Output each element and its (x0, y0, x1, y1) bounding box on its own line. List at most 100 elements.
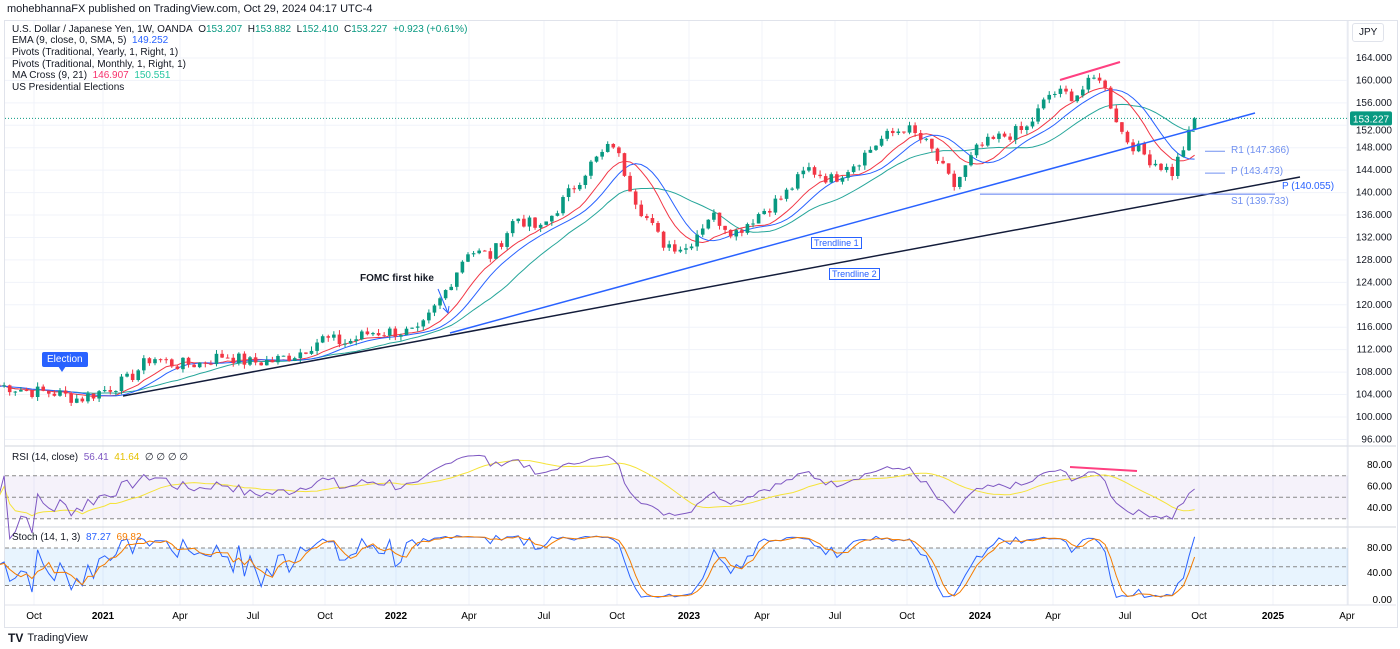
symbol-name[interactable]: U.S. Dollar / Japanese Yen, 1W, OANDA (12, 24, 193, 35)
pivots-monthly-legend[interactable]: Pivots (Traditional, Monthly, 1, Right, … (12, 59, 186, 70)
y-tick-label: 136.000 (1356, 210, 1393, 221)
y-tick-label: 124.000 (1356, 277, 1393, 288)
candle-body (91, 393, 96, 399)
trendline-2-label[interactable]: Trendline 2 (829, 268, 880, 280)
chart-frame[interactable] (4, 20, 1398, 628)
candle-body (1175, 156, 1180, 177)
candle-body (667, 244, 671, 248)
candle-body (790, 188, 794, 190)
election-marker[interactable]: Election (42, 352, 88, 367)
candle-body (343, 343, 347, 345)
o-label: O (198, 24, 206, 35)
candle-body (1047, 94, 1052, 100)
candle-body (231, 357, 236, 364)
candle-body (47, 390, 51, 394)
candle-body (740, 230, 744, 233)
candle-body (958, 176, 962, 187)
candle-body (237, 353, 241, 364)
candle-body (209, 363, 213, 365)
candle-body (902, 131, 906, 133)
candle-body (108, 390, 113, 392)
low-value: 152.410 (302, 24, 339, 35)
tv-logo-icon: TV (8, 631, 24, 645)
pivots-yearly-legend[interactable]: Pivots (Traditional, Yearly, 1, Right, 1… (12, 47, 179, 58)
candle-body (589, 161, 593, 176)
fomc-annotation[interactable]: FOMC first hike (360, 273, 434, 284)
candle-body (410, 327, 414, 329)
trendline-1 (449, 112, 1256, 334)
candle-body (544, 221, 549, 225)
x-tick-label: Jul (538, 611, 551, 622)
candle-body (30, 390, 34, 398)
candle-body (538, 224, 543, 228)
candle-body (1036, 108, 1040, 122)
candle-body (930, 138, 934, 149)
candle-body (935, 148, 940, 161)
rsi-line (0, 454, 1195, 540)
candle-body (1181, 150, 1186, 157)
candle-body (695, 234, 699, 247)
candle-body (298, 352, 303, 359)
candle-body (371, 333, 375, 335)
c-label: C (343, 24, 352, 35)
candle-body (868, 149, 873, 153)
candle-body (874, 145, 878, 150)
x-tick-label: Jul (829, 611, 842, 622)
candle-body (823, 176, 828, 183)
trendline-1-label[interactable]: Trendline 1 (811, 237, 862, 249)
candle-body (801, 170, 806, 175)
tradingview-logo[interactable]: TV TradingView (8, 631, 88, 645)
stoch-legend[interactable]: Stoch (14, 1, 3) 87.27 69.82 (12, 532, 142, 543)
candle-body (980, 144, 984, 146)
candle-body (315, 342, 319, 351)
brand-name: TradingView (27, 632, 88, 644)
candle-body (818, 174, 822, 177)
candle-body (600, 151, 604, 157)
candle-body (1041, 99, 1046, 109)
elections-legend[interactable]: US Presidential Elections (12, 82, 125, 93)
currency-button[interactable]: JPY (1352, 23, 1385, 42)
candle-body (119, 376, 124, 392)
candle-body (415, 326, 420, 328)
candle-body (773, 198, 778, 213)
trendline-2 (122, 176, 1301, 397)
candle-body (309, 350, 314, 354)
rsi-legend[interactable]: RSI (14, close) 56.41 41.64 ∅ ∅ ∅ ∅ (12, 452, 188, 463)
ma-fast-value: 146.907 (92, 70, 129, 81)
candle-body (1064, 88, 1068, 92)
x-tick-label: Oct (317, 611, 333, 622)
candle-body (455, 272, 459, 287)
rsi-empty-values: ∅ ∅ ∅ ∅ (144, 452, 189, 463)
candle-body (555, 213, 560, 216)
stoch-tick-label: 0.00 (1373, 595, 1393, 606)
x-tick-label: Apr (461, 611, 477, 622)
candle-body (633, 191, 638, 205)
change-value: +0.923 (+0.61%) (392, 24, 468, 35)
ma-cross-legend[interactable]: MA Cross (9, 21) 146.907 150.551 (12, 70, 170, 81)
candle-body (550, 215, 554, 222)
fomc-arrow (437, 288, 449, 314)
candle-body (332, 334, 336, 338)
candle-body (835, 174, 839, 182)
candle-body (348, 340, 353, 344)
ema-legend[interactable]: EMA (9, close, 0, SMA, 5) 149.252 (12, 35, 168, 46)
x-tick-label: Apr (754, 611, 770, 622)
ema-value: 149.252 (132, 35, 169, 46)
candle-body (717, 212, 722, 226)
candle-body (1019, 126, 1024, 130)
candle-body (533, 217, 537, 228)
x-tick-label: 2022 (385, 611, 408, 622)
candle-body (991, 136, 996, 139)
candle-body (365, 331, 370, 335)
candle-body (130, 373, 135, 381)
candle-body (382, 335, 386, 337)
rsi-ma-value: 41.64 (114, 452, 140, 463)
candle-body (812, 167, 817, 175)
x-tick-label: 2023 (678, 611, 701, 622)
candle-body (941, 160, 945, 164)
candle-body (214, 353, 219, 365)
candle-body (482, 250, 487, 252)
candle-body (1170, 166, 1174, 177)
y-tick-label: 164.000 (1356, 53, 1393, 64)
